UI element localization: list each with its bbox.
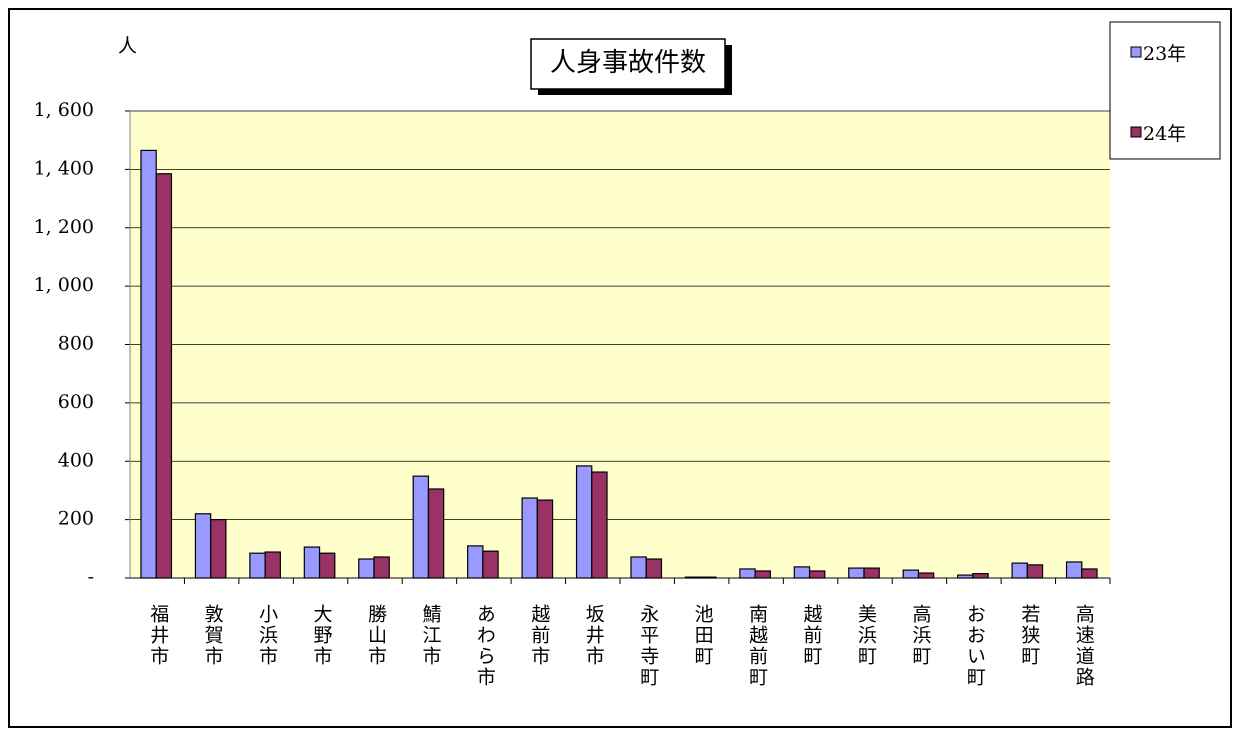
y-tick-label: - [88,566,94,588]
bar [630,556,647,579]
legend-label: 23年 [1143,43,1186,65]
bar [645,558,663,579]
x-tick-label: 高浜町 [909,604,931,667]
bar [739,568,756,579]
y-tick-label: 1, 400 [34,157,94,179]
y-axis-label: 人 [118,35,137,57]
bar [793,566,811,579]
y-tick-label: 600 [58,391,94,413]
y-tick-label: 200 [58,508,94,530]
y-tick-label: 400 [58,449,94,471]
bar [264,551,281,579]
legend-box [1109,21,1221,160]
x-tick-label: 大野市 [311,604,333,667]
x-tick-label: 勝山市 [365,604,387,667]
x-tick-label: 小浜市 [256,604,278,667]
bar [1081,568,1098,579]
bar [754,570,771,579]
x-tick-label: 永平寺町 [637,604,659,688]
x-tick-label: 敦賀市 [202,604,224,667]
x-tick-label: 越前町 [801,604,823,667]
x-tick-label: 美浜町 [855,604,877,667]
y-tick-label: 1, 200 [34,216,94,238]
bar [591,471,608,579]
bar [303,546,321,579]
x-tick-label: 南越前町 [746,604,768,688]
x-tick-label: 池田町 [692,604,714,667]
bar [1011,562,1028,579]
x-tick-label: 高速道路 [1073,604,1095,688]
bar [318,552,336,579]
bar [249,552,266,579]
x-tick-label: 鯖江市 [419,604,441,667]
bar [902,569,920,579]
y-tick-label: 1, 000 [34,274,94,296]
title-box [530,38,726,90]
bar [521,497,538,579]
bar [373,556,390,579]
bar [482,550,499,579]
bar [863,567,880,579]
bar [848,567,865,579]
bar [536,499,554,579]
bar [210,519,227,579]
x-tick-label: 若狭町 [1018,604,1040,667]
bar [575,465,593,579]
bar [972,573,989,579]
legend-swatch [1130,126,1142,138]
y-tick-label: 1, 600 [34,99,94,121]
bar [808,570,826,579]
bar [412,475,430,579]
bar [358,558,375,579]
legend-label: 24年 [1143,123,1186,145]
chart-title: 人身事故件数 [550,48,706,78]
bar [427,488,445,579]
x-tick-label: おおい町 [964,604,986,688]
y-tick-label: 800 [58,333,94,355]
bar [140,149,157,579]
legend-swatch [1130,46,1142,58]
bar [1026,564,1044,579]
bar [155,173,173,579]
bar [1065,561,1083,579]
x-tick-label: 福井市 [147,604,169,667]
x-tick-label: 越前市 [528,604,550,667]
bar [467,545,484,579]
bar [917,572,935,579]
bar [194,513,212,579]
x-tick-label: 坂井市 [583,604,605,667]
x-tick-label: あわら市 [474,604,496,688]
